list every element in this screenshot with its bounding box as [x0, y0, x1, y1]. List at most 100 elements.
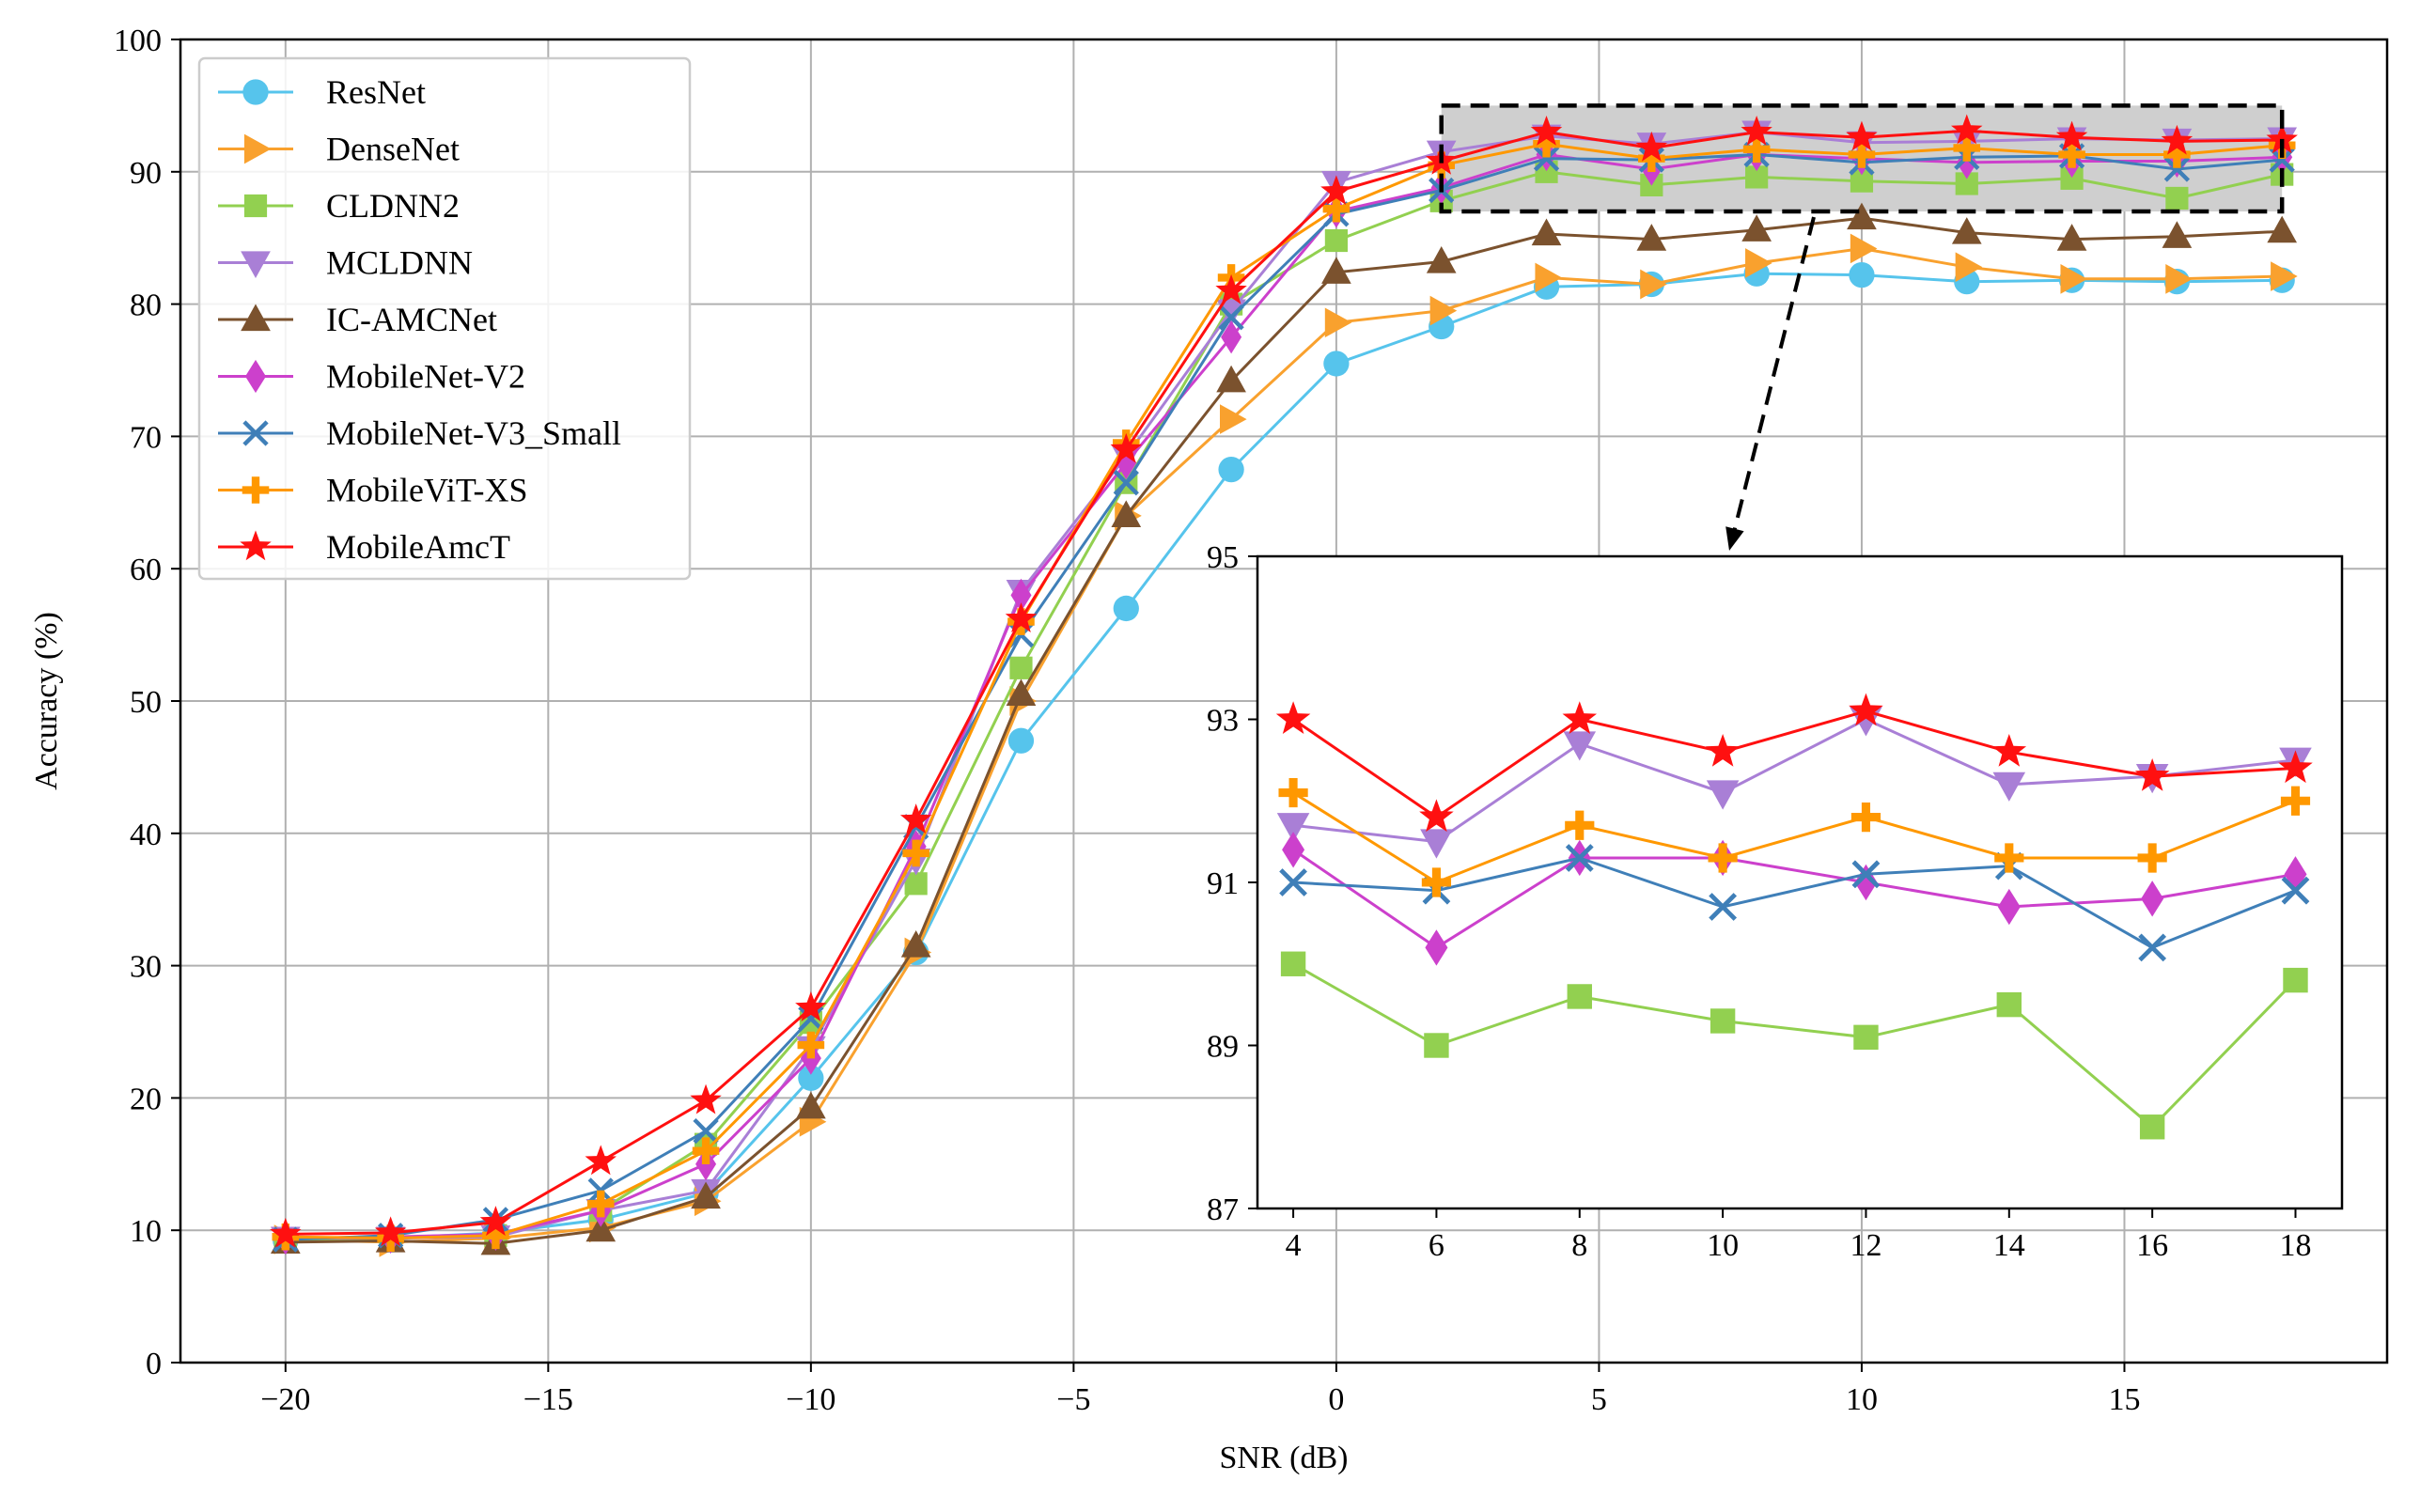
inset-point-cldnn2 — [1567, 984, 1592, 1009]
inset-point-mobilenet-v2 — [1425, 929, 1448, 966]
legend-item-mobilevit-xs: MobileViT-XS — [218, 472, 528, 509]
point-ic-amcnet — [1531, 218, 1562, 246]
point-mobileamct — [1320, 175, 1352, 206]
inset-point-cldnn2 — [1996, 991, 2022, 1018]
inset-point-mobilenet-v3-small — [1565, 844, 1594, 872]
inset-x-tick-label: 14 — [1993, 1228, 2025, 1263]
point-mobilevit-xs — [1638, 145, 1665, 173]
inset-y-tick-label: 91 — [1207, 866, 1239, 901]
point-mobilevit-xs — [1953, 134, 1981, 162]
inset-point-mobilenet-v3-small-stroke — [1709, 893, 1738, 921]
inset-point-mobilenet-v3-small — [2138, 933, 2167, 962]
point-ic-amcnet — [1216, 365, 1246, 393]
point-mcldnn — [1216, 299, 1246, 327]
point-mobileamct — [479, 1206, 512, 1236]
inset-series-mobileamct — [1275, 693, 2313, 833]
inset-point-mcldnn — [1563, 731, 1597, 761]
inset-point-mobilevit-xs — [1850, 803, 1881, 833]
y-tick-label: 90 — [130, 156, 162, 191]
series-ic-amcnet — [270, 202, 2298, 1255]
point-mobileamct — [374, 1216, 407, 1247]
point-ic-amcnet — [2056, 224, 2087, 251]
y-tick-label: 80 — [130, 288, 162, 323]
inset-point-mobileamct — [2134, 758, 2170, 791]
inset-point-mobilenet-v2 — [2284, 856, 2307, 893]
line-ic-amcnet — [285, 216, 2283, 1245]
legend-label-mcldnn: MCLDNN — [326, 244, 473, 282]
x-tick-label: −10 — [786, 1382, 835, 1417]
inset-point-cldnn2 — [2283, 967, 2308, 993]
point-cldnn2 — [1324, 228, 1349, 253]
inset-point-mobilenet-v2 — [1282, 832, 1305, 868]
point-mobilenet-v3-small-stroke — [2163, 156, 2191, 182]
point-densenet — [1535, 262, 1563, 293]
inset-point-mobilevit-xs — [1994, 843, 2024, 873]
point-resnet — [1849, 261, 1875, 288]
inset-x-tick-label: 10 — [1707, 1228, 1739, 1263]
point-mobileamct — [2055, 120, 2088, 151]
point-ic-amcnet — [1006, 678, 1037, 707]
inset-point-cldnn2 — [1424, 1033, 1449, 1058]
point-ic-amcnet — [2267, 215, 2298, 243]
point-mobileamct — [899, 803, 932, 834]
zoom-arrow-head — [1725, 526, 1744, 551]
inset-series-mobilenet-v3-small — [1279, 844, 2310, 962]
point-ic-amcnet — [796, 1091, 826, 1119]
inset-point-mobilenet-v2 — [2141, 881, 2164, 917]
x-tick-label: 0 — [1328, 1382, 1344, 1417]
point-mobileamct — [2161, 124, 2194, 155]
line-mobileamct — [285, 129, 2283, 1236]
inset-point-mobilevit-xs — [2137, 843, 2167, 873]
inset-point-mobilevit-xs — [1708, 843, 1738, 873]
inset-point-mobilenet-v2 — [1997, 888, 2021, 926]
inset-x-tick-label: 8 — [1571, 1228, 1587, 1263]
y-tick-label: 60 — [130, 553, 162, 587]
y-tick-label: 100 — [114, 23, 162, 58]
point-mobilenet-v3-small-stroke — [798, 1005, 824, 1032]
inset-point-mcldnn — [1706, 780, 1740, 810]
point-mobilenet-v3-small — [1533, 146, 1560, 172]
point-mobilevit-xs — [2163, 141, 2191, 168]
point-ic-amcnet — [691, 1181, 721, 1209]
inset-x-tick-label: 16 — [2136, 1228, 2168, 1263]
inset-line-mobilenet-v2 — [1292, 849, 2296, 950]
legend-label-mobilevit-xs: MobileViT-XS — [326, 472, 528, 509]
point-mobilevit-xs — [1848, 141, 1876, 168]
y-tick-label: 0 — [146, 1347, 162, 1381]
inset-point-mcldnn — [1992, 772, 2026, 802]
y-tick-label: 10 — [130, 1214, 162, 1249]
inset-point-mobileamct — [1991, 734, 2027, 767]
point-densenet — [1955, 252, 1983, 283]
legend-box — [197, 56, 692, 581]
legend-marker-densenet — [243, 133, 272, 164]
line-densenet — [285, 246, 2283, 1244]
inset-point-mobilenet-v3-small-stroke — [1279, 868, 1307, 896]
legend-item-densenet: DenseNet — [218, 131, 460, 168]
point-resnet — [798, 1065, 824, 1091]
legend-marker-mobilenet-v3-small-stroke — [242, 420, 269, 446]
point-ic-amcnet — [1741, 214, 1772, 242]
point-mobilevit-xs — [797, 1031, 825, 1059]
point-mobilenet-v3-small — [798, 1005, 824, 1032]
point-mobilenet-v3-small — [1218, 304, 1244, 331]
point-resnet — [1218, 456, 1244, 483]
x-axis-label: SNR (dB) — [1220, 1441, 1349, 1475]
point-resnet — [1323, 351, 1350, 377]
inset-point-mobilenet-v3-small-stroke — [2281, 876, 2310, 905]
inset-point-cldnn2 — [1280, 951, 1306, 976]
point-resnet — [1113, 595, 1139, 622]
y-tick-label: 20 — [130, 1082, 162, 1116]
inset-x-tick-label: 6 — [1429, 1228, 1444, 1263]
y-tick-label: 70 — [130, 420, 162, 455]
legend-marker-mobilenet-v3-small — [242, 420, 269, 446]
point-ic-amcnet — [900, 929, 931, 958]
inset-point-cldnn2 — [1853, 1024, 1879, 1051]
legend-marker-ic-amcnet — [241, 304, 271, 332]
point-densenet — [2271, 261, 2298, 291]
point-densenet — [2165, 264, 2193, 294]
inset-x-tick-label: 18 — [2279, 1228, 2311, 1263]
point-mobilenet-v3-small — [2269, 147, 2295, 173]
point-resnet — [1007, 727, 1035, 754]
inset-line-mobilenet-v3-small — [1293, 856, 2297, 950]
